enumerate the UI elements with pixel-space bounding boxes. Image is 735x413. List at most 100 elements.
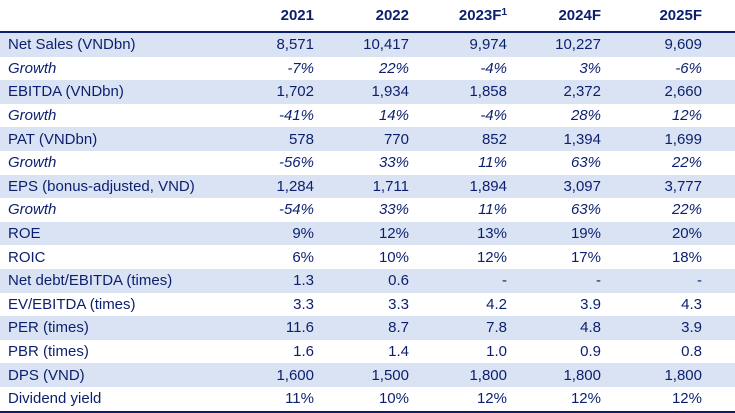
row-value-2021: 9% bbox=[292, 225, 314, 243]
row-label: Growth bbox=[8, 107, 57, 125]
row-value-2021: 11% bbox=[285, 390, 314, 408]
row-label: Growth bbox=[8, 201, 57, 219]
header-col-2022: 2022 bbox=[375, 7, 409, 24]
row-value-2022: 1.4 bbox=[388, 343, 409, 361]
table-row: Growth -56% 33% 11% 63% 22% bbox=[0, 151, 735, 175]
row-value-2021: 578 bbox=[288, 130, 314, 148]
row-value-2025f: 3,777 bbox=[664, 177, 702, 195]
row-value-2021: -7% bbox=[287, 59, 314, 77]
row-value-2021: 1,702 bbox=[276, 83, 314, 101]
table-row: DPS (VND) 1,600 1,500 1,800 1,800 1,800 bbox=[0, 363, 735, 387]
row-value-2025f: - bbox=[697, 272, 702, 290]
row-value-2023f: 4.2 bbox=[486, 295, 507, 313]
row-value-2021: -54% bbox=[278, 201, 314, 219]
row-value-2022: 14% bbox=[378, 107, 409, 125]
row-label: ROIC bbox=[8, 248, 46, 266]
table-body: Net Sales (VNDbn) 8,571 10,417 9,974 10,227 9… bbox=[0, 33, 735, 411]
row-value-2023f: 1,858 bbox=[469, 83, 507, 101]
row-value-2022: 0.6 bbox=[388, 272, 409, 290]
row-value-2021: -41% bbox=[278, 107, 314, 125]
row-label: Net Sales (VNDbn) bbox=[8, 36, 136, 54]
bottom-rule bbox=[0, 410, 735, 413]
row-value-2024f: 3% bbox=[579, 59, 601, 77]
row-value-2024f: 0.9 bbox=[580, 343, 601, 361]
row-value-2025f: 4.3 bbox=[681, 295, 702, 313]
row-value-2022: 1,711 bbox=[372, 177, 409, 195]
row-value-2021: 3.3 bbox=[293, 295, 314, 313]
row-value-2023f: 9,974 bbox=[469, 36, 507, 54]
row-value-2025f: 22% bbox=[671, 154, 702, 172]
header-rule bbox=[0, 31, 735, 33]
row-label: DPS (VND) bbox=[8, 366, 85, 384]
row-value-2021: -56% bbox=[278, 154, 314, 172]
row-label: Dividend yield bbox=[8, 390, 102, 408]
row-label: EV/EBITDA (times) bbox=[8, 295, 136, 313]
row-value-2025f: 20% bbox=[671, 225, 702, 243]
header-col-2023f: 2023F1 bbox=[411, 7, 509, 24]
header-col-2021: 2021 bbox=[280, 7, 314, 24]
row-value-2024f: 4.8 bbox=[580, 319, 601, 337]
row-value-2024f: 10,227 bbox=[555, 36, 601, 54]
row-value-2022: 8.7 bbox=[388, 319, 409, 337]
row-value-2023f: 11% bbox=[478, 201, 507, 219]
row-value-2023f: -4% bbox=[480, 59, 507, 77]
table-row: EV/EBITDA (times) 3.3 3.3 4.2 3.9 4.3 bbox=[0, 293, 735, 317]
table-row: Net Sales (VNDbn) 8,571 10,417 9,974 10,227 9… bbox=[0, 33, 735, 57]
header-col-2023f-text: 2023F bbox=[458, 7, 502, 24]
row-value-2023f: 1,800 bbox=[469, 366, 507, 384]
row-value-2022: 10% bbox=[378, 248, 409, 266]
header-col-2025f: 2025F bbox=[659, 7, 702, 24]
row-label: Growth bbox=[8, 59, 57, 77]
table-row: Growth -7% 22% -4% 3% -6% bbox=[0, 57, 735, 81]
row-value-2025f: 9,609 bbox=[664, 36, 702, 54]
row-value-2025f: -6% bbox=[675, 59, 702, 77]
table-row: PAT (VNDbn) 578 770 852 1,394 1,699 bbox=[0, 127, 735, 151]
row-value-2021: 1,284 bbox=[276, 177, 314, 195]
table-header-row: 2021 2022 2023F1 2024F 2025F bbox=[0, 0, 735, 31]
row-value-2021: 1.6 bbox=[293, 343, 314, 361]
row-value-2022: 10% bbox=[378, 390, 409, 408]
row-value-2025f: 12% bbox=[671, 390, 702, 408]
row-value-2023f: 852 bbox=[481, 130, 507, 148]
row-value-2023f: - bbox=[502, 272, 507, 290]
row-value-2022: 12% bbox=[378, 225, 409, 243]
row-value-2024f: 63% bbox=[570, 154, 601, 172]
row-value-2024f: - bbox=[596, 272, 601, 290]
row-value-2023f: 12% bbox=[476, 390, 507, 408]
table-row: PBR (times) 1.6 1.4 1.0 0.9 0.8 bbox=[0, 340, 735, 364]
row-value-2024f: 17% bbox=[570, 248, 601, 266]
row-value-2023f: -4% bbox=[480, 107, 507, 125]
row-value-2021: 8,571 bbox=[276, 36, 314, 54]
row-value-2025f: 3.9 bbox=[681, 319, 702, 337]
table-row: Dividend yield 11% 10% 12% 12% 12% bbox=[0, 387, 735, 411]
row-value-2024f: 2,372 bbox=[563, 83, 601, 101]
row-value-2023f: 12% bbox=[476, 248, 507, 266]
row-value-2021: 1,600 bbox=[276, 366, 314, 384]
table-row: Growth -41% 14% -4% 28% 12% bbox=[0, 104, 735, 128]
row-value-2025f: 1,800 bbox=[664, 366, 702, 384]
row-label: PBR (times) bbox=[8, 343, 89, 361]
row-value-2022: 1,934 bbox=[371, 83, 409, 101]
row-value-2024f: 3,097 bbox=[563, 177, 601, 195]
table-row: ROE 9% 12% 13% 19% 20% bbox=[0, 221, 735, 246]
row-value-2022: 33% bbox=[378, 154, 409, 172]
row-label: EBITDA (VNDbn) bbox=[8, 83, 124, 101]
row-value-2024f: 63% bbox=[570, 201, 601, 219]
row-value-2021: 1.3 bbox=[293, 272, 314, 290]
row-value-2024f: 12% bbox=[570, 390, 601, 408]
table-row: Net debt/EBITDA (times) 1.3 0.6 - - - bbox=[0, 268, 735, 293]
row-value-2023f: 1,894 bbox=[469, 177, 507, 195]
row-value-2025f: 1,699 bbox=[664, 130, 702, 148]
table-row: EPS (bonus-adjusted, VND) 1,284 1,711 1,894… bbox=[0, 174, 735, 199]
row-value-2022: 22% bbox=[378, 59, 409, 77]
row-value-2024f: 28% bbox=[570, 107, 601, 125]
row-label: EPS (bonus-adjusted, VND) bbox=[8, 177, 195, 195]
row-label: ROE bbox=[8, 225, 41, 243]
row-value-2021: 11.6 bbox=[285, 319, 314, 337]
row-value-2023f: 13% bbox=[476, 225, 507, 243]
row-label: Net debt/EBITDA (times) bbox=[8, 272, 173, 290]
table-row: ROIC 6% 10% 12% 17% 18% bbox=[0, 245, 735, 269]
row-value-2025f: 12% bbox=[671, 107, 702, 125]
table-row: PER (times) 11.6 8.7 7.8 4.8 3.9 bbox=[0, 316, 735, 340]
